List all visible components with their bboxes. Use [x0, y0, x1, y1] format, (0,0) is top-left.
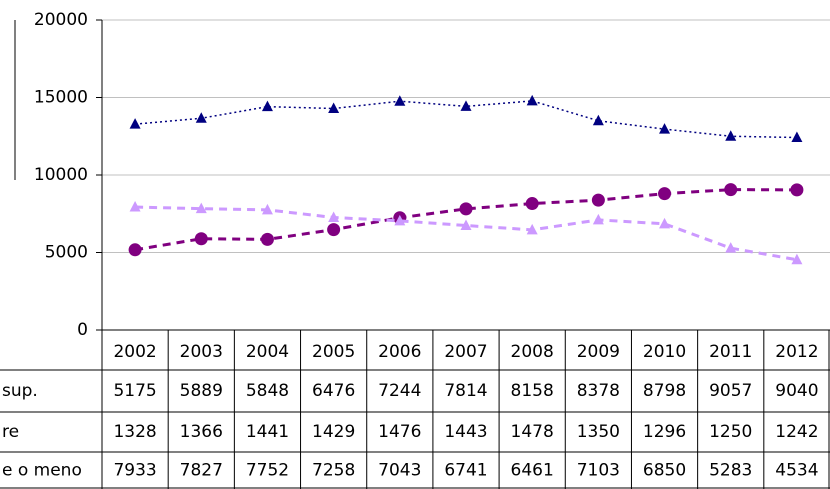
- table-cell: 1250: [709, 422, 752, 442]
- point: [591, 193, 605, 207]
- point: [394, 95, 406, 106]
- point: [195, 112, 207, 123]
- table-cell: 7103: [577, 461, 620, 481]
- point: [394, 214, 406, 226]
- series-line: [135, 100, 797, 139]
- table-cell: 1478: [511, 422, 554, 442]
- point: [195, 202, 207, 214]
- point: [592, 213, 604, 225]
- point: [460, 100, 472, 111]
- legend-label: re: [2, 422, 19, 442]
- x-tick-label: 2003: [180, 342, 223, 362]
- table-cell: 4534: [775, 461, 818, 481]
- point: [194, 232, 208, 246]
- point: [128, 243, 142, 257]
- point: [659, 217, 671, 229]
- table-cell: 8798: [643, 381, 686, 401]
- y-tick-label: 15000: [34, 88, 88, 108]
- point: [791, 131, 803, 142]
- point: [526, 94, 538, 106]
- table-cell: 5889: [180, 381, 223, 401]
- point: [791, 253, 803, 265]
- table-cell: 6461: [511, 461, 554, 481]
- table-cell: 9057: [709, 381, 752, 401]
- point: [725, 130, 737, 141]
- x-tick-label: 2004: [246, 342, 289, 362]
- table-cell: 1366: [180, 422, 223, 442]
- table-cell: 5175: [113, 381, 156, 401]
- point: [328, 211, 340, 223]
- point: [460, 219, 472, 231]
- point: [592, 114, 604, 126]
- point: [658, 187, 672, 201]
- x-tick-label: 2008: [511, 342, 554, 362]
- x-tick-label: 2011: [709, 342, 752, 362]
- table-cell: 5848: [246, 381, 289, 401]
- table-cell: 7814: [444, 381, 487, 401]
- table-cell: 7043: [378, 461, 421, 481]
- table-cell: 8158: [511, 381, 554, 401]
- x-tick-label: 2002: [113, 342, 156, 362]
- table-cell: 6476: [312, 381, 355, 401]
- point: [526, 223, 538, 235]
- table-cell: 1443: [444, 422, 487, 442]
- point: [459, 202, 473, 216]
- point: [260, 232, 274, 246]
- legend-label: sup.: [2, 381, 38, 401]
- point: [328, 102, 340, 114]
- table-cell: 6850: [643, 461, 686, 481]
- x-tick-label: 2006: [378, 342, 421, 362]
- table-cell: 6741: [444, 461, 487, 481]
- table-cell: 1441: [246, 422, 289, 442]
- y-tick-label: 0: [77, 320, 88, 340]
- table-cell: 9040: [775, 381, 818, 401]
- point: [659, 123, 671, 134]
- table-cell: 8378: [577, 381, 620, 401]
- table-cell: 1476: [378, 422, 421, 442]
- point: [724, 183, 738, 197]
- point: [525, 197, 539, 211]
- point: [261, 100, 273, 112]
- x-tick-label: 2005: [312, 342, 355, 362]
- y-tick-label: 20000: [34, 10, 88, 30]
- legend-label: e o meno: [2, 461, 82, 481]
- table-cell: 1242: [775, 422, 818, 442]
- point: [261, 203, 273, 215]
- table-cell: 5283: [709, 461, 752, 481]
- point: [129, 201, 141, 212]
- x-tick-label: 2012: [775, 342, 818, 362]
- point: [129, 118, 141, 129]
- x-tick-label: 2009: [577, 342, 620, 362]
- table-cell: 7244: [378, 381, 421, 401]
- y-tick-label: 10000: [34, 165, 88, 185]
- table-cell: 1328: [113, 422, 156, 442]
- table-cell: 7933: [113, 461, 156, 481]
- x-tick-label: 2007: [444, 342, 487, 362]
- table-cell: 7827: [180, 461, 223, 481]
- y-tick-label: 5000: [45, 243, 88, 263]
- table-cell: 1429: [312, 422, 355, 442]
- table-cell: 7258: [312, 461, 355, 481]
- point: [327, 223, 341, 237]
- table-cell: 7752: [246, 461, 289, 481]
- table-cell: 1296: [643, 422, 686, 442]
- point: [725, 242, 737, 253]
- point: [790, 183, 804, 197]
- x-tick-label: 2010: [643, 342, 686, 362]
- table-cell: 1350: [577, 422, 620, 442]
